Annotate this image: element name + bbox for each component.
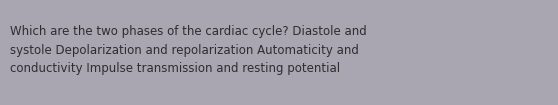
Text: Which are the two phases of the cardiac cycle? Diastole and
systole Depolarizati: Which are the two phases of the cardiac … xyxy=(10,25,367,75)
